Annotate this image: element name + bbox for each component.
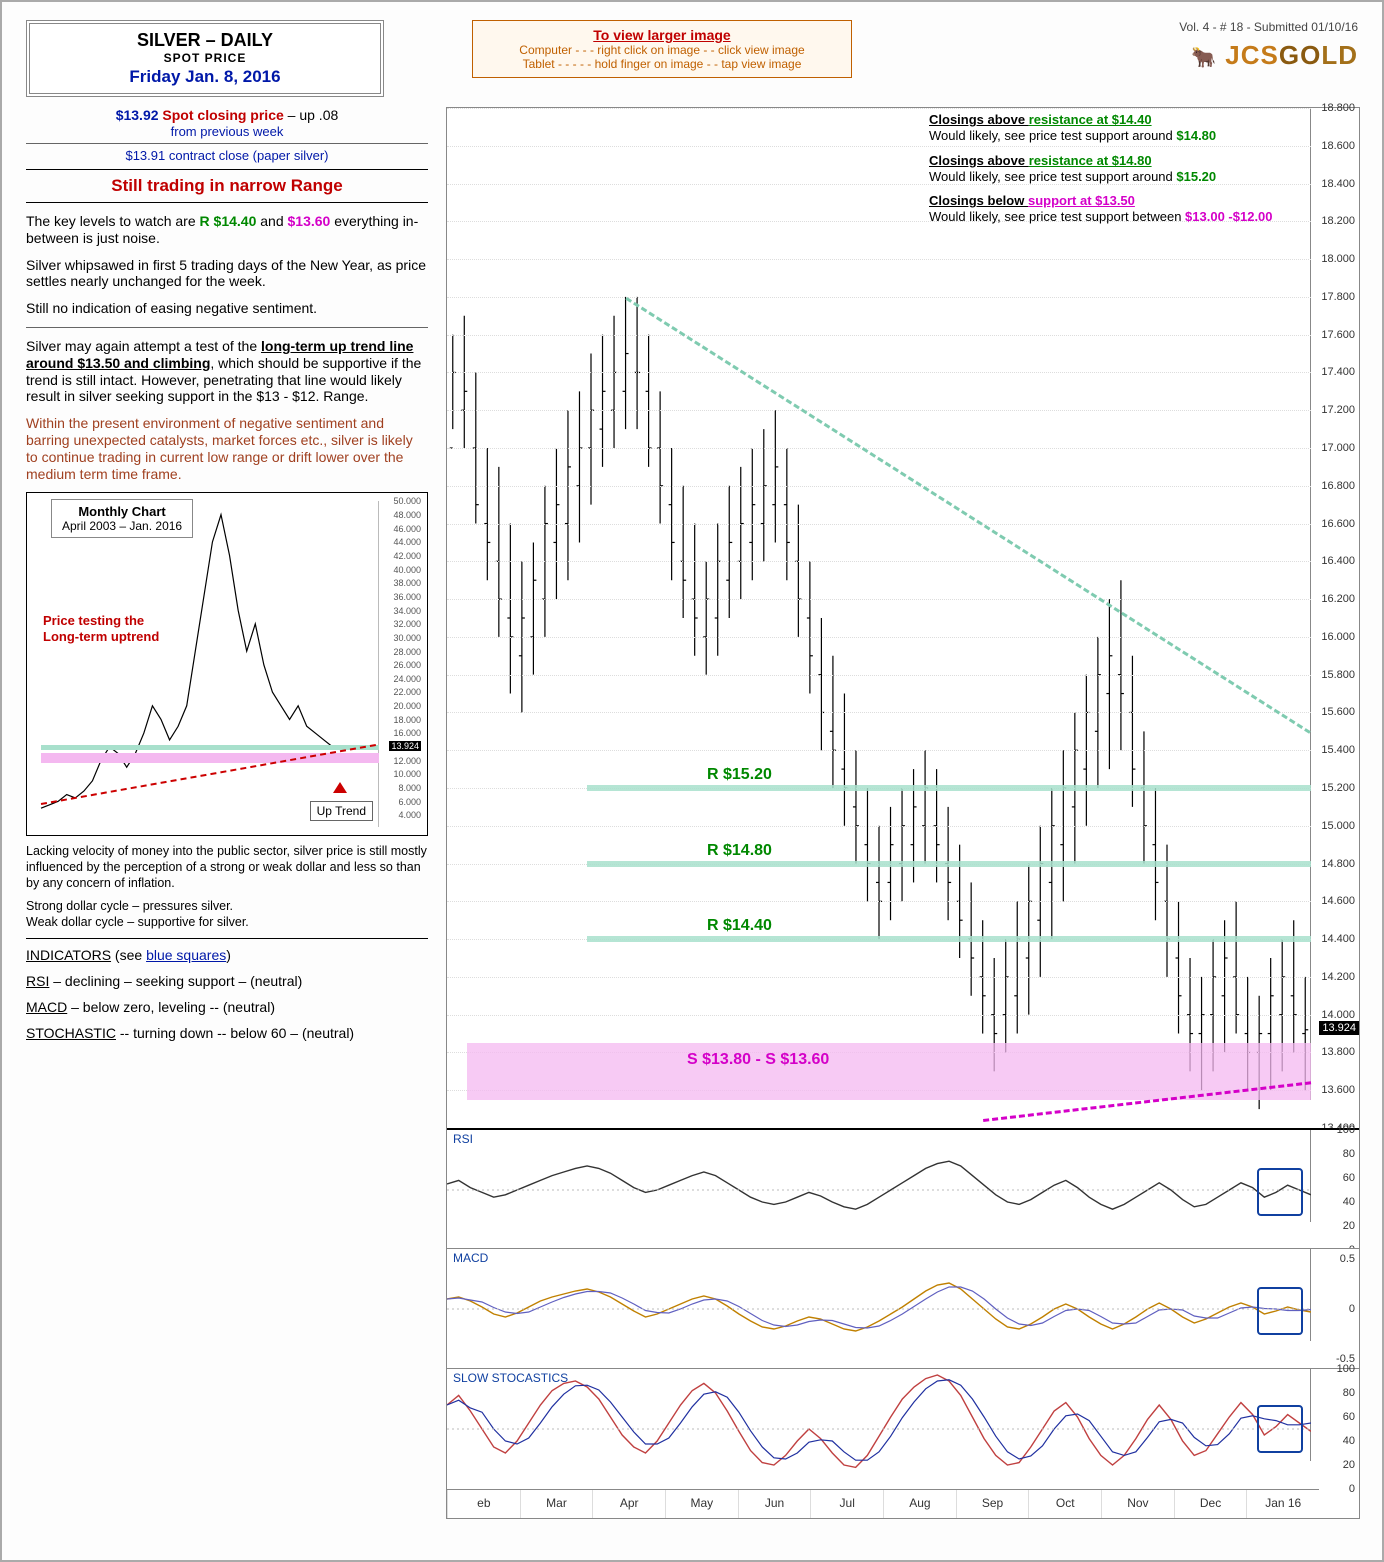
divider [26, 169, 428, 170]
closing-price: $13.92 [116, 107, 159, 123]
mini-price-svg [27, 493, 377, 813]
mini-price-tag: 13.924 [389, 741, 421, 751]
stoch-label: SLOW STOCASTICS [453, 1371, 568, 1385]
mini-uptrend-label: Up Trend [310, 801, 373, 821]
macd-blue-square [1257, 1287, 1303, 1335]
indicator-rsi: RSI – declining – seeking support – (neu… [26, 973, 428, 989]
note-2: Closings above resistance at $14.80Would… [929, 153, 1299, 186]
volume-issue: Vol. 4 - # 18 - Submitted 01/10/16 [1179, 20, 1358, 34]
mini-uptrend-marker [333, 782, 347, 793]
view-instructions: To view larger image Computer - - - righ… [472, 20, 852, 78]
divider [26, 938, 428, 939]
mini-resistance-band [41, 745, 379, 750]
rsi-blue-square [1257, 1168, 1303, 1216]
chart-notes: Closings above resistance at $14.40Would… [929, 112, 1299, 234]
left-column: $13.92 Spot closing price – up .08 from … [26, 107, 428, 1519]
price-svg [447, 108, 1311, 1128]
main-chart: Closings above resistance at $14.40Would… [446, 107, 1360, 1519]
rsi-label: RSI [453, 1132, 473, 1146]
view-computer: Computer - - - right click on image - - … [487, 43, 837, 57]
page: SILVER – DAILY SPOT PRICE Friday Jan. 8,… [0, 0, 1384, 1562]
para-sentiment: Still no indication of easing negative s… [26, 300, 428, 317]
rsi-yaxis: 020406080100 [1310, 1130, 1359, 1222]
view-tablet: Tablet - - - - - hold finger on image - … [487, 57, 837, 71]
closing-spot: Spot closing price [162, 107, 283, 123]
view-header: To view larger image [487, 27, 837, 43]
x-axis: ebMarAprMayJunJulAugSepOctNovDecJan 16 [447, 1489, 1319, 1518]
para-dollar-cycle: Strong dollar cycle – pressures silver. … [26, 899, 428, 930]
mini-support-band [41, 753, 379, 763]
divider [26, 202, 428, 203]
stoch-yaxis: 020406080100 [1310, 1369, 1359, 1461]
closing-change: – up .08 [288, 107, 339, 123]
macd-panel: MACD -0.500.5 [447, 1248, 1359, 1369]
divider [26, 143, 428, 144]
headline: Still trading in narrow Range [26, 176, 428, 196]
indicator-stochastic: STOCHASTIC -- turning down -- below 60 –… [26, 1025, 428, 1041]
para-whipsaw: Silver whipsawed in first 5 trading days… [26, 257, 428, 291]
meta-block: Vol. 4 - # 18 - Submitted 01/10/16 🐂 JCS… [1179, 20, 1358, 71]
note-1: Closings above resistance at $14.40Would… [929, 112, 1299, 145]
closing-sub: from previous week [171, 124, 284, 139]
macd-label: MACD [453, 1251, 488, 1265]
divider [26, 327, 428, 328]
rsi-panel: RSI 020406080100 [447, 1128, 1359, 1250]
title-line1: SILVER – DAILY [50, 30, 360, 51]
stoch-svg [447, 1369, 1311, 1489]
para-keylevels: The key levels to watch are R $14.40 and… [26, 213, 428, 247]
right-column: Closings above resistance at $14.40Would… [446, 107, 1358, 1519]
title-line2: SPOT PRICE [50, 51, 360, 65]
mini-yaxis: 50.00048.00046.00044.00042.00040.00038.0… [378, 501, 423, 827]
para-velocity: Lacking velocity of money into the publi… [26, 844, 428, 891]
title-box: SILVER – DAILY SPOT PRICE Friday Jan. 8,… [26, 20, 384, 97]
y-axis: 13.40013.60013.80014.00014.20014.40014.6… [1310, 108, 1359, 1100]
price-panel: 13.40013.60013.80014.00014.20014.40014.6… [447, 108, 1359, 1128]
indicators-header: INDICATORS (see blue squares) [26, 947, 428, 963]
jcsgold-logo: 🐂 JCSGOLD [1179, 40, 1358, 71]
monthly-mini-chart: Monthly ChartApril 2003 – Jan. 2016 Pric… [26, 492, 428, 836]
stoch-blue-square [1257, 1405, 1303, 1453]
title-date: Friday Jan. 8, 2016 [50, 67, 360, 87]
para-outlook: Within the present environment of negati… [26, 415, 428, 482]
contract-close: $13.91 contract close (paper silver) [26, 148, 428, 163]
header-row: SILVER – DAILY SPOT PRICE Friday Jan. 8,… [26, 20, 1358, 97]
main-columns: $13.92 Spot closing price – up .08 from … [26, 107, 1358, 1519]
closing-line: $13.92 Spot closing price – up .08 from … [26, 107, 428, 139]
note-3: Closings below support at $13.50Would li… [929, 193, 1299, 226]
para-trendline: Silver may again attempt a test of the l… [26, 338, 428, 405]
rsi-svg [447, 1130, 1311, 1250]
stoch-panel: SLOW STOCASTICS 020406080100 [447, 1368, 1359, 1489]
macd-yaxis: -0.500.5 [1310, 1249, 1359, 1341]
macd-svg [447, 1249, 1311, 1369]
indicator-macd: MACD – below zero, leveling -- (neutral) [26, 999, 428, 1015]
